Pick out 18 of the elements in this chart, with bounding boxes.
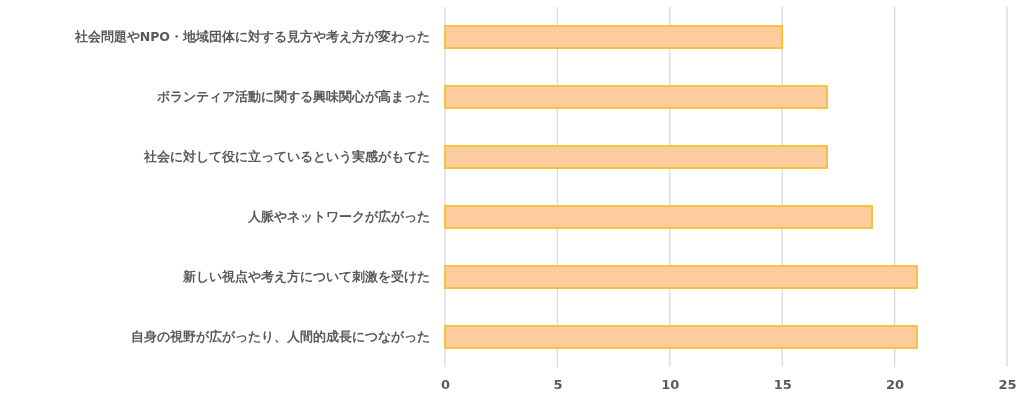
x-tick-label: 20 [886,377,905,393]
y-tick-label: 人脈やネットワークが広がった [247,209,430,224]
x-tick-label: 0 [440,377,451,393]
y-tick-label: ボランティア活動に関する興味関心が高まった [156,89,430,104]
bar [444,265,918,289]
x-tick-label: 10 [661,377,680,393]
bar [444,145,828,169]
x-tick-label: 15 [773,377,792,393]
x-tick-label: 5 [553,377,563,393]
y-tick-label: 新しい視点や考え方について刺激を受けた [182,269,430,284]
x-tick-label: 25 [998,377,1017,393]
bar [444,205,873,229]
y-tick-label: 社会問題やNPO・地域団体に対する見方や考え方が変わった [73,29,430,44]
bar [444,325,918,349]
y-tick-label: 社会に対して役に立っているという実感がもてた [143,149,430,164]
bar [444,25,783,49]
y-tick-label: 自身の視野が広がったり、人間的成長につながった [131,329,430,344]
bar [444,85,828,109]
